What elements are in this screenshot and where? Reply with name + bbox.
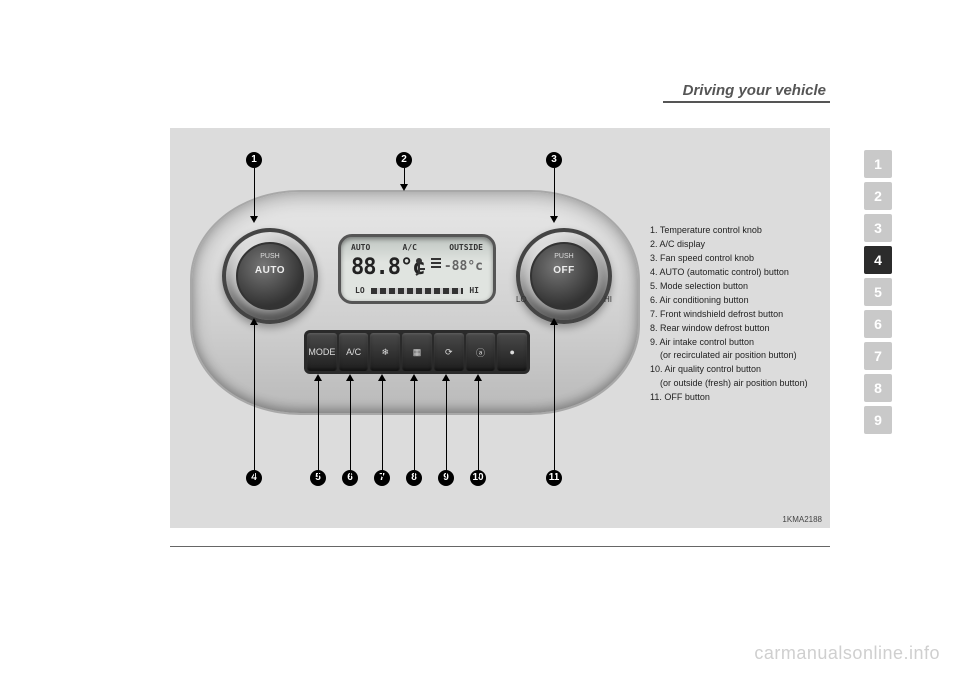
knob-lo-label: LO [516,295,527,304]
legend-line: 2. A/C display [650,238,820,252]
display-ac: A/C [403,243,417,252]
section-heading: Driving your vehicle [663,82,830,103]
callout-arrow [250,318,258,325]
callout-arrow [400,184,408,191]
chapter-tab-8[interactable]: 8 [864,374,892,402]
callout-2: 2 [396,152,412,168]
off-button[interactable]: ● [497,333,527,371]
fan-bar [371,288,464,294]
chapter-tab-1[interactable]: 1 [864,150,892,178]
display-auto: AUTO [351,243,370,252]
legend-line: 6. Air conditioning button [650,294,820,308]
callout-arrow [314,374,322,381]
chapter-tab-2[interactable]: 2 [864,182,892,210]
legend-line: 4. AUTO (automatic control) button [650,266,820,280]
callout-lead [404,168,405,184]
air-intake-button[interactable]: ⟳ [434,333,464,371]
chapter-tab-9[interactable]: 9 [864,406,892,434]
callout-arrow [346,374,354,381]
display-hi: HI [469,286,479,295]
chapter-tab-3[interactable]: 3 [864,214,892,242]
callout-lead [350,381,351,477]
knob-auto-label: AUTO [226,265,314,276]
display-fan-bar: LO HI [355,286,479,295]
legend-line: 5. Mode selection button [650,280,820,294]
callout-lead [382,381,383,477]
chapter-tabs: 1 2 3 4 5 6 7 8 9 [864,150,892,434]
temperature-knob[interactable]: PUSH AUTO [222,228,318,324]
fan-speed-knob[interactable]: PUSH OFF LO HI [516,228,612,324]
knob-off-label: OFF [520,265,608,276]
callout-arrow [410,374,418,381]
callout-1: 1 [246,152,262,168]
button-row: MODEA/C❄▦⟳ⓐ● [304,330,530,374]
callout-lead [554,168,555,216]
legend-line: (or recirculated air position button) [650,349,820,363]
chapter-tab-4[interactable]: 4 [864,246,892,274]
callout-arrow [250,216,258,223]
aqs-button[interactable]: ⓐ [466,333,496,371]
legend-list: 1. Temperature control knob2. A/C displa… [650,224,820,405]
display-outside-label: OUTSIDE [449,243,483,252]
mode-button[interactable]: MODE [307,333,337,371]
watermark: carmanualsonline.info [754,643,940,664]
legend-line: 1. Temperature control knob [650,224,820,238]
legend-line: 10. Air quality control button [650,363,820,377]
ac-display: AUTO A/C OUTSIDE 88.8°c -88°c LO HI [338,234,496,304]
display-top-row: AUTO A/C OUTSIDE [351,243,483,252]
rear-defrost-button[interactable]: ▦ [402,333,432,371]
legend-line: 7. Front windshield defrost button [650,308,820,322]
callout-arrow [378,374,386,381]
page-footer-rule [170,546,830,547]
climate-control-figure: PUSH AUTO PUSH OFF LO HI AUTO A/C OUTSID… [170,128,830,528]
callout-arrow [550,216,558,223]
callout-lead [254,325,255,477]
callout-3: 3 [546,152,562,168]
airflow-icon [413,255,443,282]
callout-arrow [474,374,482,381]
chapter-tab-6[interactable]: 6 [864,310,892,338]
legend-line: 11. OFF button [650,391,820,405]
callout-lead [554,325,555,477]
page: Driving your vehicle 1 2 3 4 5 6 7 8 9 PUSH AUTO… [0,0,960,678]
callout-lead [254,168,255,216]
callout-arrow [550,318,558,325]
knob-push-label: PUSH [520,253,608,260]
chapter-tab-7[interactable]: 7 [864,342,892,370]
knob-hi-label: HI [604,295,612,304]
climate-panel: PUSH AUTO PUSH OFF LO HI AUTO A/C OUTSID… [190,190,640,415]
display-outside-temp: -88°c [444,259,483,274]
callout-arrow [442,374,450,381]
chapter-tab-5[interactable]: 5 [864,278,892,306]
figure-id: 1KMA2188 [782,515,822,524]
ac-button[interactable]: A/C [339,333,369,371]
callout-lead [478,381,479,477]
legend-line: 3. Fan speed control knob [650,252,820,266]
front-defrost-button[interactable]: ❄ [370,333,400,371]
display-lo: LO [355,286,365,295]
legend-line: (or outside (fresh) air position button) [650,377,820,391]
knob-push-label: PUSH [226,253,314,260]
callout-lead [318,381,319,477]
legend-line: 8. Rear window defrost button [650,322,820,336]
callout-lead [446,381,447,477]
legend-line: 9. Air intake control button [650,336,820,350]
callout-lead [414,381,415,477]
